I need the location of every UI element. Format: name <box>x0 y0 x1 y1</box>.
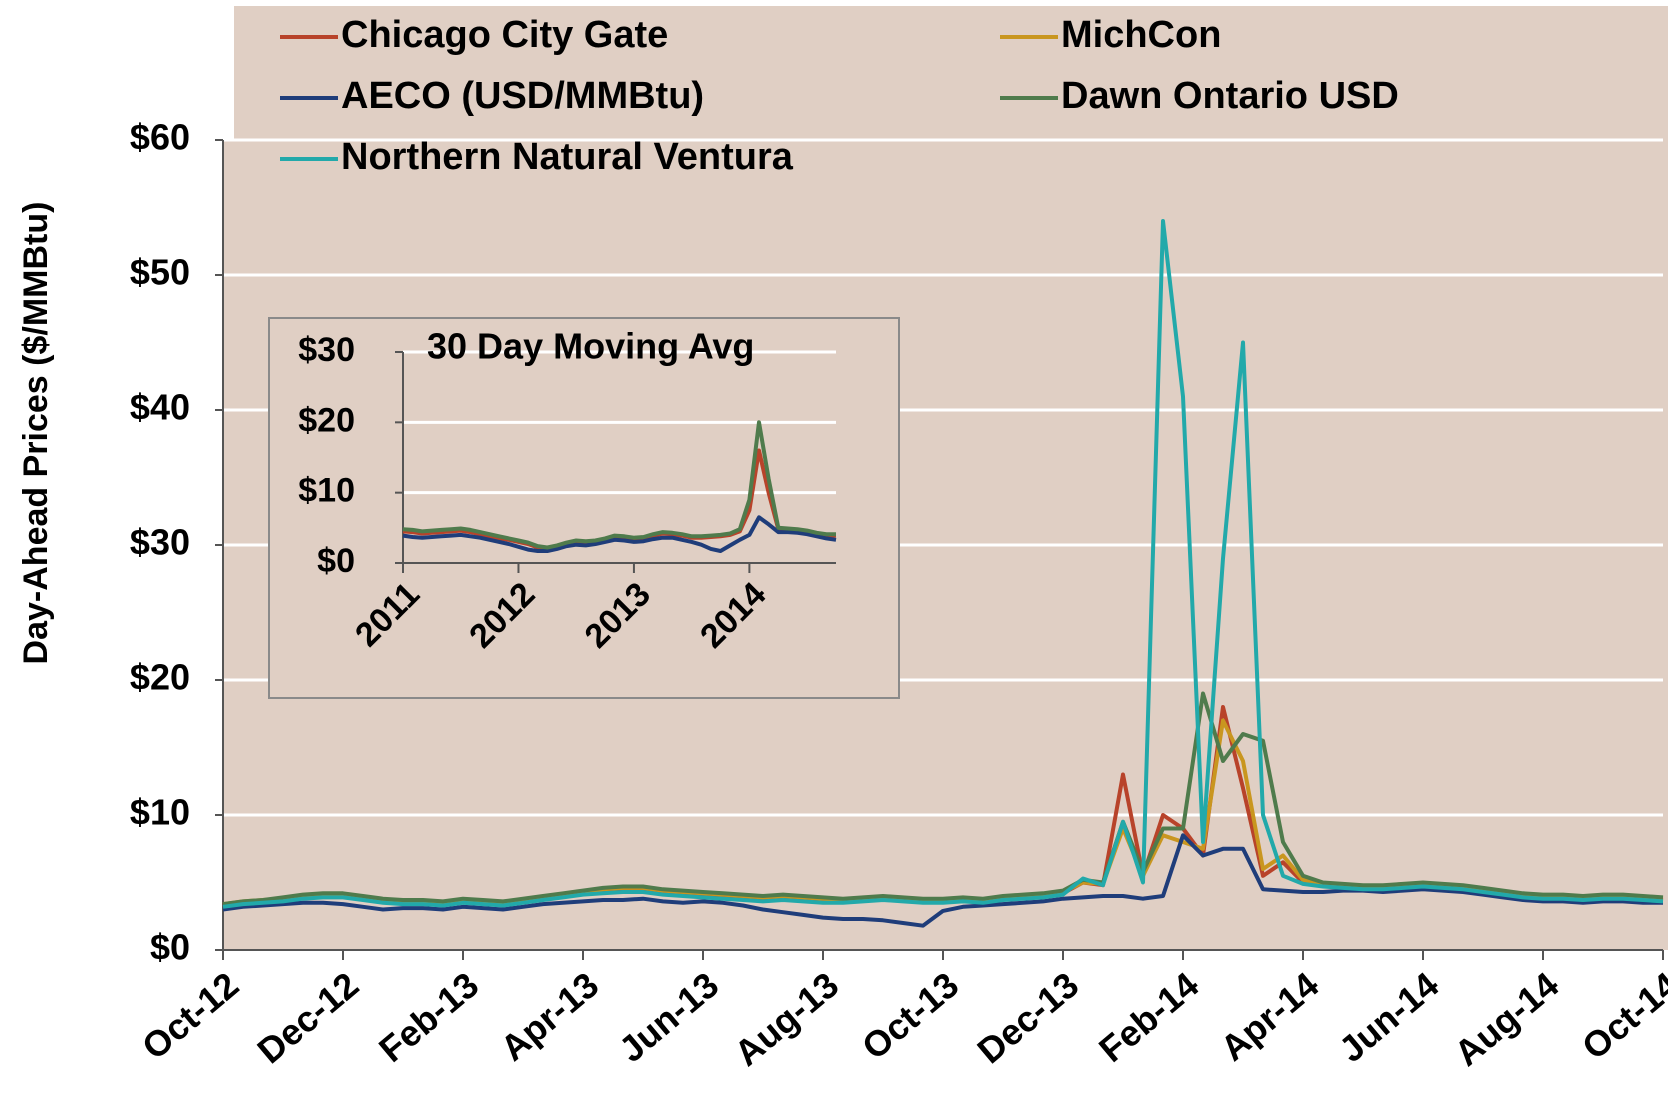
y-tick-label: $10 <box>130 792 190 833</box>
series-line <box>222 833 1663 928</box>
x-tick-label: Feb-14 <box>1091 964 1206 1070</box>
y-tick-label: $0 <box>150 927 190 968</box>
x-tick-label: Oct-14 <box>1574 964 1668 1067</box>
x-tick-label: Dec-13 <box>969 964 1086 1071</box>
y-tick-label: $20 <box>130 657 190 698</box>
legend-label: Dawn Ontario USD <box>1061 75 1399 117</box>
x-tick-label: Oct-12 <box>134 964 246 1067</box>
x-tick-label: Apr-13 <box>493 964 607 1069</box>
x-tick-label: Oct-13 <box>854 964 966 1067</box>
x-tick-label: Jun-14 <box>1331 964 1446 1070</box>
x-tick-label: Dec-12 <box>249 964 366 1071</box>
y-tick-label: $30 <box>298 331 355 369</box>
x-tick-label: Jun-13 <box>611 964 726 1070</box>
series-line <box>222 691 1664 907</box>
inset-background <box>268 317 900 699</box>
y-axis-title: Day-Ahead Prices ($/MMBtu) <box>17 202 55 665</box>
y-tick-label: $50 <box>130 252 190 293</box>
x-tick-label: Aug-13 <box>726 964 846 1074</box>
y-tick-label: $40 <box>130 387 190 428</box>
legend-label: AECO (USD/MMBtu) <box>341 75 704 117</box>
y-tick-label: $20 <box>298 401 355 439</box>
y-tick-label: $60 <box>130 117 190 158</box>
series-line <box>222 219 1664 909</box>
series-line <box>402 515 837 553</box>
inset-title: 30 Day Moving Avg <box>427 326 754 367</box>
y-tick-label: $10 <box>298 472 355 510</box>
x-tick-label: Apr-14 <box>1213 964 1327 1069</box>
legend-label: Chicago City Gate <box>341 14 668 56</box>
legend-label: MichCon <box>1061 14 1221 56</box>
y-tick-label: $0 <box>317 542 355 580</box>
x-tick-label: Feb-13 <box>371 964 486 1070</box>
legend-label: Northern Natural Ventura <box>341 136 794 178</box>
x-tick-label: Aug-14 <box>1446 964 1566 1074</box>
y-tick-label: $30 <box>130 522 190 563</box>
series-line <box>402 420 836 550</box>
